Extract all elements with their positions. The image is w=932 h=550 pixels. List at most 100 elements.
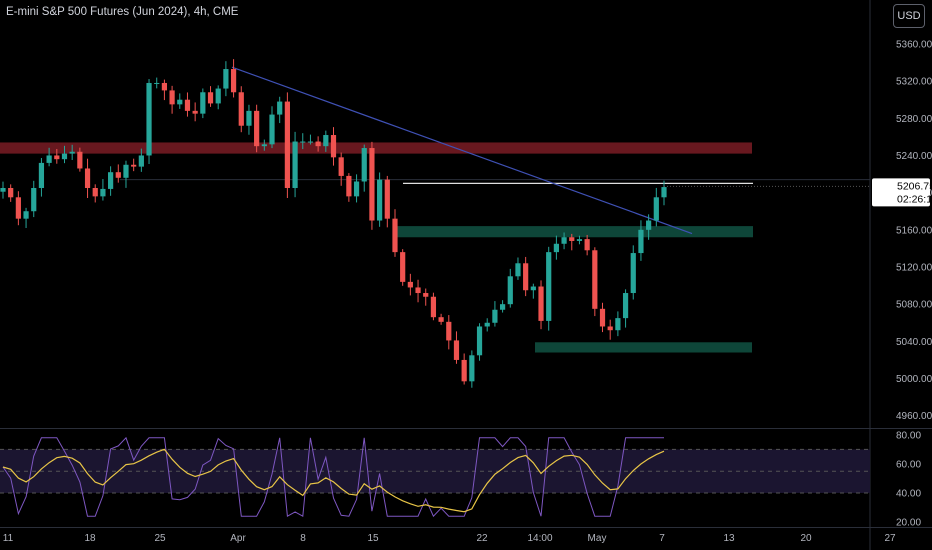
time-axis-label: 20 <box>800 533 812 544</box>
symbol-title: E-mini S&P 500 Futures (Jun 2024), 4h, C… <box>6 6 239 18</box>
candle-body <box>207 92 214 104</box>
candle-body <box>561 237 567 244</box>
price-tick-label: 5280.00 <box>896 114 932 125</box>
candle-body <box>661 187 667 198</box>
candle-body <box>484 322 490 327</box>
price-tick-label: 4960.00 <box>896 411 932 422</box>
candle-body <box>353 181 360 197</box>
candle-body <box>23 211 29 219</box>
candle-body <box>84 168 91 188</box>
candle-body <box>161 82 168 91</box>
candle-body <box>177 99 183 105</box>
time-axis-label: 18 <box>84 533 96 544</box>
time-axis-label: 13 <box>723 533 735 544</box>
candle-body <box>369 148 375 221</box>
price-tick-label: 5160.00 <box>896 225 932 236</box>
time-axis-label: 14:00 <box>527 533 552 544</box>
candle-body <box>607 326 613 331</box>
rsi-tick-label: 60.00 <box>896 459 921 470</box>
candle-body <box>392 218 398 253</box>
candle-body <box>546 252 552 321</box>
candle-body <box>569 237 575 241</box>
candle-body <box>523 263 529 291</box>
candle-body <box>630 253 636 294</box>
candle-body <box>77 151 83 169</box>
time-axis-label: 27 <box>884 533 896 544</box>
time-axis-label: 15 <box>367 533 379 544</box>
candle-body <box>453 340 460 360</box>
candle-body <box>292 141 298 188</box>
candle-body <box>423 293 429 297</box>
time-axis-label: Apr <box>230 533 246 544</box>
candle-body <box>138 155 144 167</box>
candle-body <box>407 281 413 288</box>
candle-body <box>269 114 275 145</box>
candle-body <box>622 293 629 319</box>
candle-body <box>192 110 198 114</box>
candle-body <box>284 101 290 188</box>
candle-body <box>592 250 598 309</box>
current-price-label-bg <box>872 178 930 207</box>
price-tick-label: 5360.00 <box>896 39 932 50</box>
price-tick-label: 5240.00 <box>896 151 932 162</box>
rsi-tick-label: 20.00 <box>896 518 921 529</box>
candle-body <box>646 220 652 230</box>
candle-body <box>538 286 544 321</box>
candle-body <box>215 88 221 104</box>
candle-body <box>307 141 314 143</box>
time-axis-label: 22 <box>476 533 488 544</box>
candle-body <box>430 296 437 318</box>
candle-body <box>515 263 521 277</box>
candle-body <box>154 82 160 84</box>
support-zone-upper <box>395 226 753 238</box>
candle-body <box>507 276 513 305</box>
candle-body <box>100 188 106 197</box>
time-axis-label: 25 <box>154 533 166 544</box>
candle-body <box>469 355 475 382</box>
candle-body <box>0 188 6 192</box>
candle-body <box>108 172 114 189</box>
price-tick-label: 5320.00 <box>896 77 932 88</box>
support-zone-lower <box>535 342 752 353</box>
candle-body <box>54 155 60 160</box>
candle-body <box>446 321 452 341</box>
current-price-label: 5206.75 <box>897 180 932 192</box>
candle-body <box>115 172 121 178</box>
candle-body <box>530 286 536 291</box>
candle-body <box>200 92 206 114</box>
currency-button[interactable]: USD <box>893 4 925 28</box>
candle-body <box>254 110 260 147</box>
candle-body <box>461 359 467 382</box>
countdown-label: 02:26:14 <box>897 193 932 205</box>
candle-body <box>123 164 129 178</box>
price-tick-label: 5040.00 <box>896 337 932 348</box>
candle-body <box>184 99 191 111</box>
candle-body <box>92 188 98 197</box>
candle-body <box>476 326 483 356</box>
candle-body <box>361 148 367 182</box>
candle-body <box>615 318 621 331</box>
candle-body <box>261 144 267 147</box>
rsi-tick-label: 40.00 <box>896 488 921 499</box>
candle-body <box>346 175 352 197</box>
time-axis-label: May <box>588 533 607 544</box>
candle-body <box>61 153 68 160</box>
candle-body <box>653 197 659 221</box>
candle-body <box>131 164 137 167</box>
candle-body <box>638 229 644 254</box>
price-tick-label: 5120.00 <box>896 263 932 274</box>
candle-body <box>230 69 237 93</box>
price-tick-label: 5000.00 <box>896 374 932 385</box>
rsi-line <box>2 436 664 518</box>
candle-body <box>338 157 344 176</box>
candle-body <box>415 287 421 294</box>
time-axis-label: 7 <box>659 533 665 544</box>
candle-body <box>223 69 229 89</box>
candle-body <box>46 155 52 163</box>
candle-body <box>553 243 559 253</box>
candle-body <box>323 135 329 147</box>
candle-body <box>499 304 506 310</box>
candle-body <box>38 162 45 188</box>
